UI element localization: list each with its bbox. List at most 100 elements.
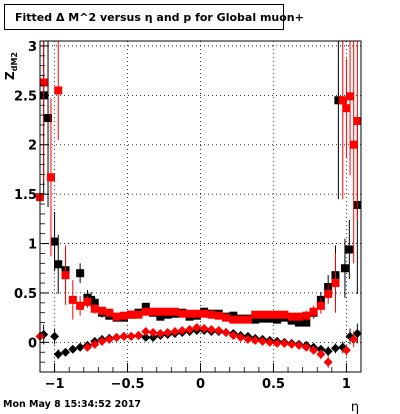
data-point-diamond [265,337,275,347]
plot-frame [39,40,362,373]
data-point-square [90,298,99,307]
x-tick-label: 0 [196,377,205,392]
y-tick-label: 0.5 [14,287,37,302]
y-tick-label: 2 [28,139,37,154]
data-point-diamond [323,357,333,367]
data-point-square [251,310,260,319]
data-point-square [39,78,48,87]
grid [40,41,361,372]
data-point-diamond [243,334,253,344]
data-point-square [340,264,349,273]
data-point-square [273,310,282,319]
data-point-diamond [323,346,333,356]
data-point-diamond [53,349,63,359]
series-3 [35,323,359,369]
data-point-square [324,289,333,298]
data-point-square [141,302,150,311]
data-point-diamond [61,347,71,357]
y-axis-label: ZdM2 [3,52,19,80]
data-point-square [156,312,165,321]
data-point-diamond [163,327,173,337]
data-point-diamond [258,336,268,346]
data-point-square [294,312,303,321]
data-point-square [61,271,70,280]
x-tick-label: −1 [45,377,65,392]
y-axis-label-main: Z [3,71,17,80]
data-point-diamond [133,330,143,340]
data-point-diamond [236,332,246,342]
data-point-diamond [301,342,311,352]
y-tick-label: 0 [28,336,37,351]
data-point-diamond [177,326,187,336]
data-point-square [236,315,245,324]
data-point-square [200,309,209,318]
data-point-diamond [279,338,289,348]
data-point-square [134,310,143,319]
y-tick-label: 3 [28,40,37,55]
data-layer [35,41,362,369]
data-point-square [46,173,55,182]
data-point-square [90,304,99,313]
data-point-diamond [90,339,100,349]
data-point-square [76,301,85,310]
data-point-square [54,260,63,269]
data-point-square [149,307,158,316]
data-point-square [338,96,347,105]
axes: −1 −0.5 0 0.5 1 0 0.5 1 1.5 2 2.5 3 [14,40,362,392]
timestamp-text: Mon May 8 15:34:52 2017 [3,399,142,410]
data-point-square [342,104,351,113]
data-point-diamond [141,326,151,336]
data-point-square [68,295,77,304]
data-point-square [54,86,63,95]
data-point-square [98,306,107,315]
data-point-diamond [352,328,362,338]
data-point-square [265,310,274,319]
data-point-diamond [148,332,158,342]
data-point-square [141,307,150,316]
data-point-square [50,237,59,246]
x-tick-label: 0.5 [262,377,285,392]
data-point-diamond [349,334,359,344]
data-point-square [119,311,128,320]
data-point-diamond [287,339,297,349]
data-point-square [222,313,231,322]
data-point-diamond [221,327,231,337]
data-point-square [127,310,136,319]
data-point-diamond [50,331,60,341]
data-point-square [294,318,303,327]
data-point-square [156,307,165,316]
data-point-diamond [104,334,114,344]
data-point-diamond [185,325,195,335]
data-point-square [346,92,355,101]
y-tick-label: 2.5 [14,89,37,104]
data-point-square [316,301,325,310]
data-point-diamond [170,326,180,336]
data-point-square [287,312,296,321]
data-point-square [309,307,318,316]
data-point-square [273,315,282,324]
data-point-square [353,117,362,126]
x-tick-label: −0.5 [111,377,145,392]
data-point-diamond [316,349,326,359]
data-point-diamond [214,326,224,336]
data-point-diamond [68,344,78,354]
y-tick-label: 1.5 [14,188,37,203]
data-point-square [302,318,311,327]
data-point-square [178,309,187,318]
data-point-square [280,310,289,319]
data-point-diamond [119,331,129,341]
series-1 [36,41,362,326]
data-point-diamond [228,330,238,340]
data-point-diamond [141,332,151,342]
data-point-diamond [206,325,216,335]
data-point-diamond [192,323,202,333]
data-point-diamond [250,335,260,345]
series-0 [39,41,362,327]
data-point-diamond [75,342,85,352]
data-point-diamond [82,342,92,352]
chart-title: Fitted Δ M^2 versus η and p for Global m… [4,4,304,30]
data-point-square [76,269,85,278]
data-point-square [207,310,216,319]
data-point-square [214,311,223,320]
